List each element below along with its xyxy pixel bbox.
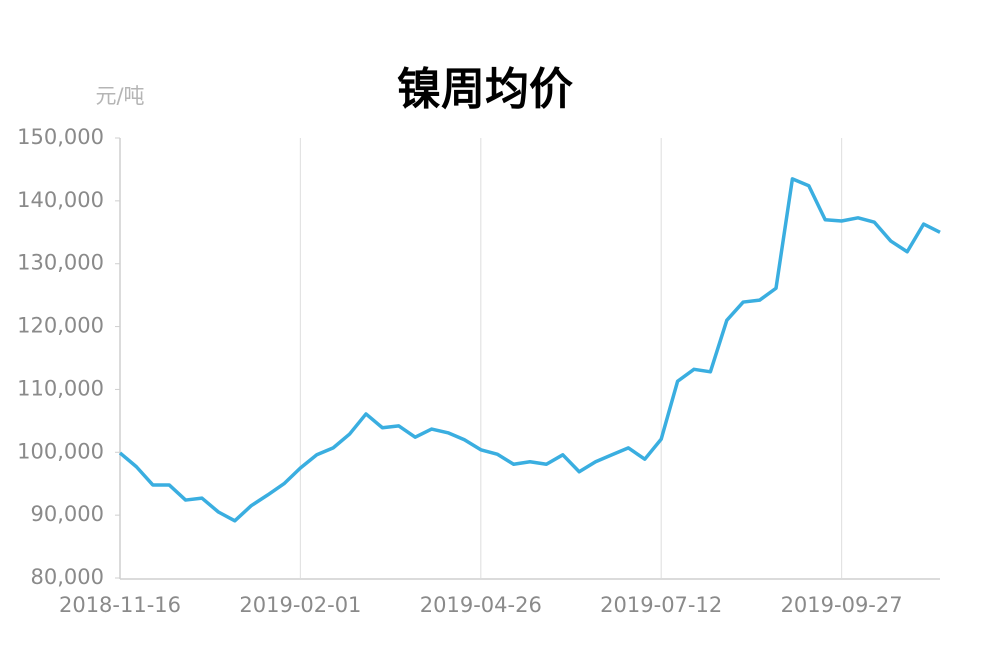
y-tick-label: 90,000 <box>31 502 104 526</box>
x-tick-label: 2018-11-16 <box>59 593 181 617</box>
data-line <box>118 177 941 523</box>
y-axis-unit: 元/吨 <box>95 84 144 108</box>
x-tick-label: 2019-02-01 <box>239 593 361 617</box>
x-tick-label: 2019-04-26 <box>420 593 542 617</box>
x-tick-label: 2019-09-27 <box>781 593 903 617</box>
y-tick-label: 120,000 <box>17 314 104 338</box>
y-tick-label: 100,000 <box>17 439 104 463</box>
y-tick-label: 130,000 <box>17 251 104 275</box>
chart-title: 镍周均价 <box>397 64 573 115</box>
x-tick-label: 2019-07-12 <box>600 593 722 617</box>
y-tick-label: 150,000 <box>17 125 104 149</box>
y-tick-label: 110,000 <box>17 376 104 400</box>
y-tick-label: 80,000 <box>31 565 104 589</box>
y-tick-label: 140,000 <box>17 188 104 212</box>
